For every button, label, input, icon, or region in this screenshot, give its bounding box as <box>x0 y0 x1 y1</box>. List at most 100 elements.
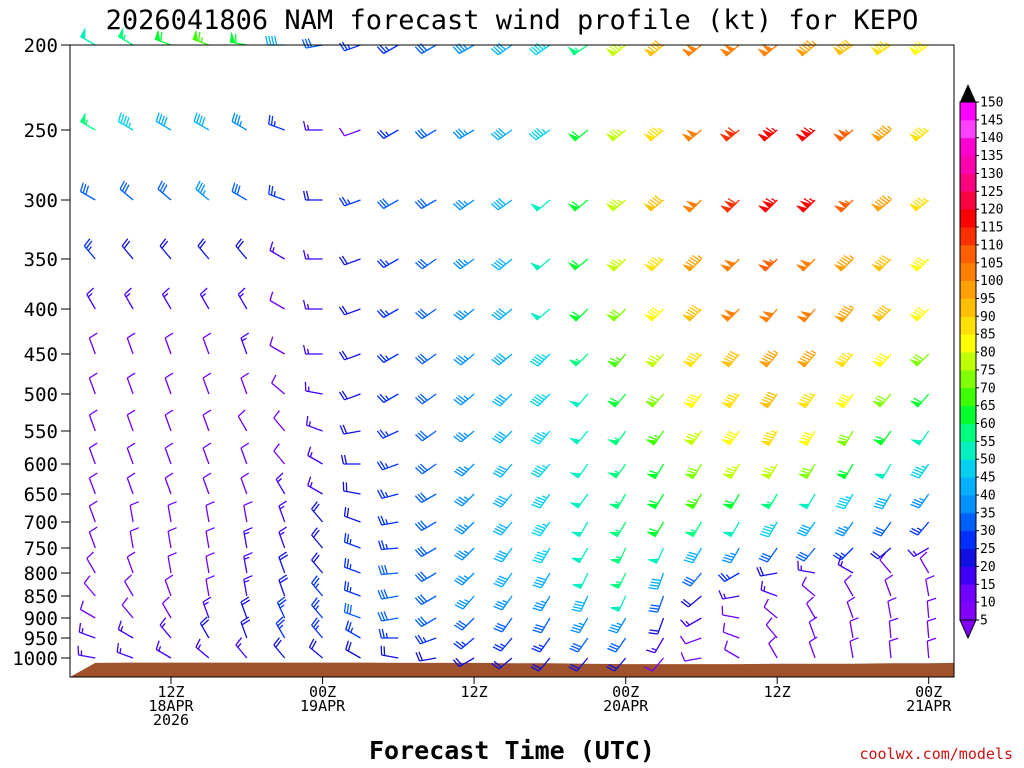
barb-full <box>89 442 98 449</box>
barb-half <box>657 257 663 261</box>
colorbar-label: 65 <box>980 399 996 414</box>
barb-flag <box>79 27 86 40</box>
barb-flag <box>759 360 771 368</box>
colorbar-swatch <box>960 584 976 603</box>
barb-staff <box>126 477 134 495</box>
barb-staff <box>768 642 778 659</box>
barb-half <box>685 620 690 626</box>
x-tick-label: 12Z <box>461 683 488 701</box>
wind-barb <box>887 597 897 619</box>
wind-barb <box>453 393 475 406</box>
barb-full <box>458 466 467 473</box>
wind-barb <box>338 350 361 361</box>
barb-full <box>270 116 274 126</box>
barb-staff <box>126 337 134 355</box>
barb-full <box>86 287 95 295</box>
colorbar-label: 80 <box>980 346 996 361</box>
wind-barb <box>302 190 323 201</box>
barb-full <box>803 431 813 436</box>
barb-full <box>420 616 428 624</box>
wind-barb <box>568 657 589 672</box>
barb-full <box>419 393 428 401</box>
barb-staff <box>164 447 172 465</box>
barb-full <box>648 435 658 441</box>
y-tick-label: 750 <box>24 538 58 560</box>
barb-full <box>458 354 467 362</box>
wind-barb <box>648 547 665 564</box>
barb-full <box>679 635 687 645</box>
barb-half <box>239 120 243 127</box>
barb-full <box>910 473 920 479</box>
barb-full <box>649 395 659 401</box>
barb-full <box>536 465 545 471</box>
barb-half <box>500 643 506 647</box>
barb-full <box>202 596 212 603</box>
barb-staff <box>126 556 134 574</box>
barb-full <box>157 180 163 190</box>
barb-half <box>463 432 469 437</box>
barb-full <box>533 556 544 561</box>
barb-full <box>802 467 812 472</box>
wind-barb <box>908 197 930 212</box>
wind-barb <box>302 299 323 310</box>
wind-barb <box>79 27 96 46</box>
barb-half <box>840 560 844 567</box>
y-tick-label: 950 <box>24 628 58 650</box>
barb-full <box>417 595 425 604</box>
barb-full <box>874 261 884 268</box>
barb-full <box>727 353 737 359</box>
barb-full <box>126 442 136 449</box>
barb-full <box>682 581 691 587</box>
wind-barb <box>83 238 96 260</box>
barb-flag <box>800 129 812 138</box>
barb-full <box>838 500 848 505</box>
barb-full <box>243 501 253 506</box>
barb-full <box>765 617 773 626</box>
wind-barb <box>795 547 816 562</box>
barb-flag <box>648 558 660 564</box>
barb-full <box>338 42 346 52</box>
wind-barb <box>492 637 513 652</box>
barb-half <box>273 191 276 197</box>
wind-barb <box>808 616 818 639</box>
wind-barb <box>126 442 136 465</box>
wind-barb <box>490 197 513 211</box>
barb-full <box>268 114 271 125</box>
wind-barb <box>343 506 361 523</box>
barb-flag <box>870 46 882 56</box>
barb-full <box>129 501 139 506</box>
wind-barb <box>88 526 98 549</box>
barb-full <box>341 305 348 315</box>
barb-flag <box>643 203 656 212</box>
wind-barb <box>796 521 816 537</box>
wind-barb <box>643 257 664 272</box>
barb-flag <box>723 259 736 268</box>
barb-staff <box>760 572 778 577</box>
barb-full <box>846 596 856 603</box>
barb-full <box>311 552 318 561</box>
barb-flag <box>682 205 694 213</box>
barb-full <box>760 580 764 591</box>
barb-full <box>531 531 541 537</box>
barb-full <box>768 636 776 644</box>
y-tick-label: 450 <box>24 344 58 366</box>
wind-barb <box>452 657 475 668</box>
barb-staff <box>202 337 210 355</box>
barb-full <box>89 372 98 379</box>
wind-barb <box>720 258 740 272</box>
barb-full <box>495 580 505 586</box>
barb-full <box>834 531 844 537</box>
barb-staff <box>164 477 172 495</box>
wind-barb <box>683 352 702 368</box>
barb-full <box>417 547 425 556</box>
x-tick-label: 2026 <box>153 711 189 729</box>
barb-full <box>648 357 657 363</box>
barb-full <box>492 502 502 508</box>
wind-barb <box>682 572 702 587</box>
wind-barb <box>607 463 627 479</box>
barb-full <box>725 355 735 361</box>
barb-full <box>536 496 546 502</box>
barb-full <box>155 640 160 650</box>
barb-flag <box>724 129 736 138</box>
barb-full <box>496 600 506 606</box>
